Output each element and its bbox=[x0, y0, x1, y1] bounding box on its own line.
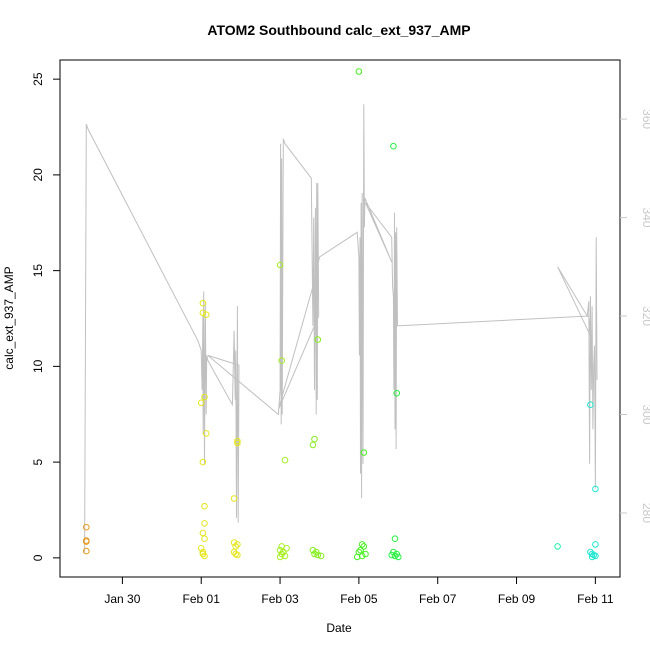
data-point bbox=[395, 553, 402, 561]
y2-tick-label: 360 bbox=[640, 109, 650, 129]
data-point bbox=[197, 399, 205, 407]
data-point bbox=[202, 430, 210, 437]
data-point bbox=[311, 550, 318, 558]
data-point bbox=[280, 548, 287, 556]
data-point bbox=[230, 495, 238, 502]
data-point bbox=[283, 545, 290, 552]
data-point bbox=[588, 550, 596, 558]
data-point bbox=[197, 545, 205, 552]
data-point bbox=[281, 456, 289, 464]
data-point bbox=[314, 551, 322, 559]
y2-tick-label: 340 bbox=[640, 208, 650, 228]
y-tick-label: 5 bbox=[31, 458, 45, 465]
x-axis-label: Date bbox=[326, 621, 352, 635]
data-point bbox=[592, 541, 599, 548]
x-tick-label: Jan 30 bbox=[104, 592, 140, 606]
data-point bbox=[360, 449, 368, 456]
secondary-line-layer bbox=[84, 104, 598, 553]
data-point bbox=[83, 547, 90, 555]
secondary-series-line bbox=[84, 104, 598, 553]
x-tick-label: Feb 01 bbox=[183, 592, 221, 606]
data-point bbox=[83, 538, 90, 545]
y-tick-label: 25 bbox=[31, 72, 45, 86]
data-point bbox=[362, 550, 369, 558]
y-axis: 0 5 10 15 20 25 bbox=[31, 72, 60, 561]
y-tick-label: 15 bbox=[31, 264, 45, 278]
data-point bbox=[199, 529, 207, 537]
data-point bbox=[391, 552, 399, 560]
data-point bbox=[83, 523, 90, 531]
data-point bbox=[360, 543, 368, 550]
data-point bbox=[355, 68, 363, 75]
data-point bbox=[588, 553, 596, 561]
data-point bbox=[234, 437, 241, 445]
data-point bbox=[587, 401, 594, 409]
x-tick-label: Feb 03 bbox=[261, 592, 299, 606]
data-point bbox=[353, 553, 361, 561]
data-point bbox=[201, 502, 208, 510]
y2-axis: 280 300 320 340 360 bbox=[620, 109, 650, 523]
data-point bbox=[357, 546, 364, 554]
data-point bbox=[234, 439, 241, 447]
data-point bbox=[311, 435, 318, 443]
data-point bbox=[358, 541, 366, 548]
y-tick-label: 0 bbox=[31, 554, 45, 561]
data-point bbox=[201, 552, 208, 560]
data-point bbox=[281, 552, 289, 560]
data-point bbox=[309, 441, 317, 449]
data-point bbox=[391, 535, 399, 543]
y-tick-label: 10 bbox=[31, 359, 45, 373]
data-point bbox=[232, 543, 239, 550]
data-point bbox=[202, 311, 210, 319]
data-point bbox=[201, 520, 208, 527]
data-point bbox=[317, 552, 325, 560]
data-point bbox=[592, 552, 599, 560]
data-point bbox=[201, 535, 208, 543]
y2-tick-label: 300 bbox=[640, 404, 650, 424]
y-axis-label: calc_ext_937_AMP bbox=[2, 266, 16, 369]
y2-tick-label: 320 bbox=[640, 306, 650, 326]
x-tick-label: Feb 11 bbox=[577, 592, 614, 606]
data-point bbox=[276, 546, 284, 554]
y2-tick-label: 280 bbox=[640, 503, 650, 523]
x-tick-label: Feb 07 bbox=[419, 592, 457, 606]
data-point bbox=[230, 539, 238, 546]
data-point bbox=[201, 393, 208, 401]
data-point bbox=[278, 357, 286, 364]
data-point bbox=[199, 299, 207, 307]
data-point bbox=[309, 546, 317, 554]
data-point bbox=[276, 261, 284, 269]
data-point bbox=[388, 551, 396, 559]
x-tick-label: Feb 05 bbox=[340, 592, 378, 606]
data-point bbox=[592, 485, 599, 493]
data-point bbox=[199, 458, 207, 466]
data-point bbox=[199, 548, 207, 556]
x-axis: Jan 30 Feb 01 Feb 03 Feb 05 Feb 07 Feb 09 Feb … bbox=[104, 576, 614, 606]
data-point bbox=[393, 389, 401, 397]
data-point bbox=[554, 543, 561, 550]
data-point bbox=[390, 142, 397, 150]
points-layer bbox=[83, 68, 599, 561]
data-point bbox=[234, 551, 241, 559]
data-point bbox=[199, 550, 207, 558]
data-point bbox=[199, 309, 207, 317]
data-point bbox=[314, 336, 322, 343]
data-point bbox=[276, 553, 284, 561]
chart-title: ATOM2 Southbound calc_ext_937_AMP bbox=[207, 22, 470, 38]
y-tick-label: 20 bbox=[31, 168, 45, 182]
x-tick-label: Feb 09 bbox=[498, 592, 536, 606]
data-point bbox=[234, 541, 241, 548]
